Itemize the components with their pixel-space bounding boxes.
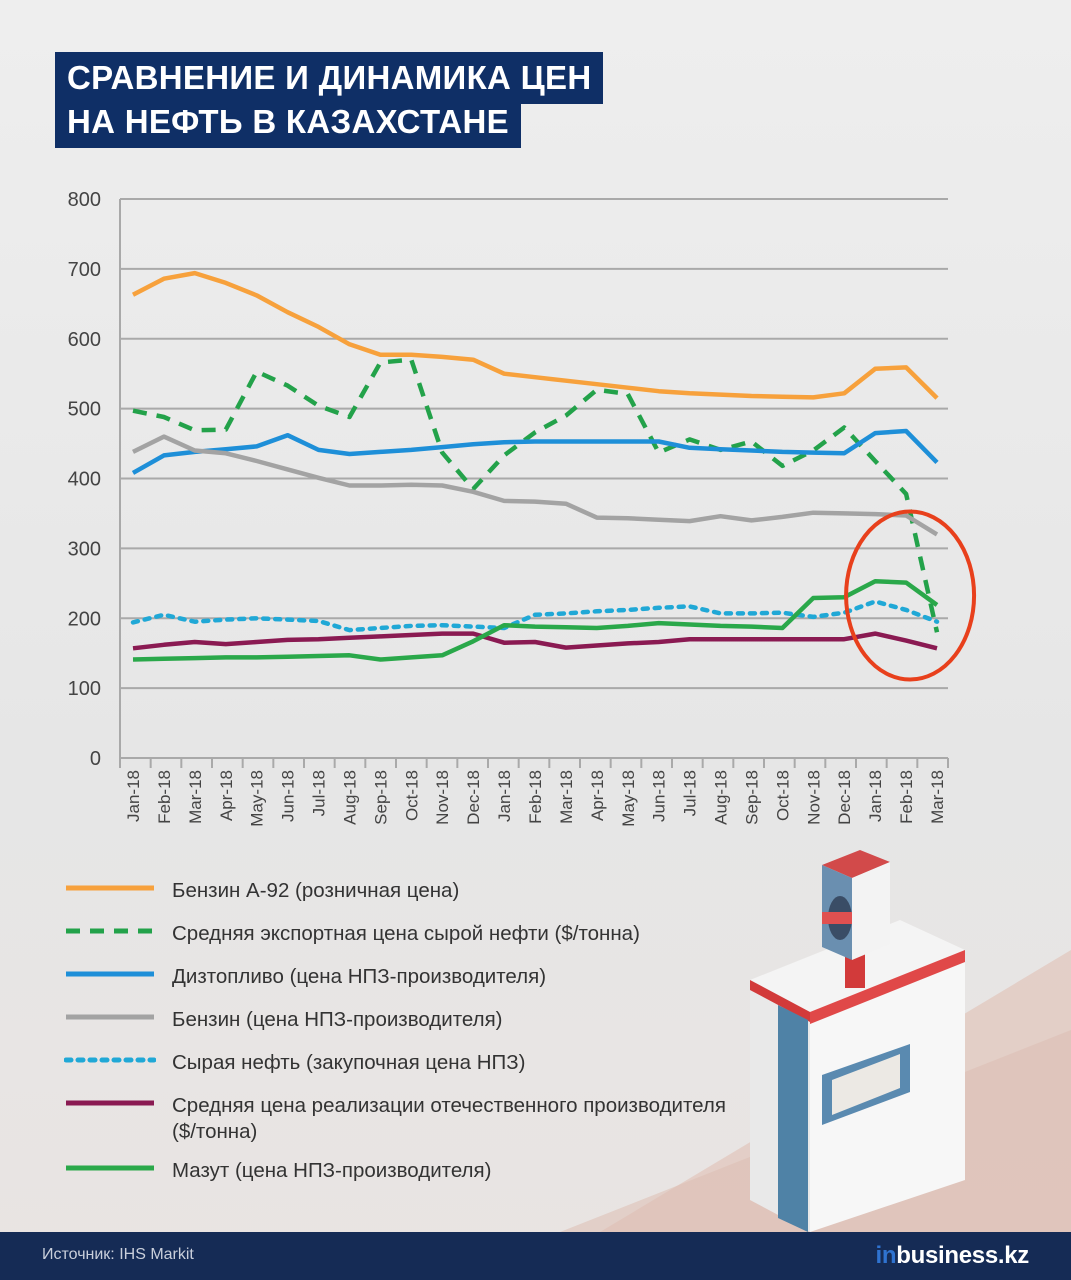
x-tick-label: Jul-18: [310, 770, 329, 816]
x-tick-label: Jul-18: [681, 770, 700, 816]
x-tick-label: Jan-18: [495, 770, 514, 822]
x-tick-label: Apr-18: [588, 770, 607, 821]
source-text: Источник: IHS Markit: [42, 1246, 194, 1263]
x-tick-label: Dec-18: [464, 770, 483, 825]
x-tick-label: Aug-18: [712, 770, 731, 825]
series-line: [131, 428, 939, 475]
legend-swatch: [66, 885, 154, 891]
legend-swatch: [66, 1100, 154, 1106]
x-tick-label: Mar-18: [557, 770, 576, 824]
legend-label: Дизтопливо (цена НПЗ-производителя): [172, 965, 547, 988]
x-tick-label: May-18: [619, 770, 638, 827]
legend-label: Средняя цена реализации отечественного п…: [172, 1094, 726, 1143]
x-tick-label: Nov-18: [804, 770, 823, 825]
x-tick-label: Jan-18: [124, 770, 143, 822]
legend-swatch: [66, 1014, 154, 1020]
y-tick-label: 400: [68, 469, 101, 491]
x-tick-label: Dec-18: [835, 770, 854, 825]
gas-station-illustration: [560, 850, 1071, 1232]
x-tick-label: Aug-18: [340, 770, 359, 825]
y-tick-labels: 0 100 200 300 400 500 600 700 800: [68, 189, 101, 770]
y-tick-label: 200: [68, 608, 101, 630]
site-logo[interactable]: inbusiness.kz: [876, 1242, 1030, 1270]
legend-item: Сырая нефть (закупочная цена НПЗ): [62, 1050, 762, 1080]
legend-label: Бензин (цена НПЗ-производителя): [172, 1008, 503, 1031]
legend-swatch: [66, 971, 154, 977]
x-tick-label: Apr-18: [217, 770, 236, 821]
series-line: [132, 434, 939, 537]
legend-item: Средняя экспортная цена сырой нефти ($/т…: [62, 921, 762, 951]
series-line: [130, 599, 940, 633]
legend-label: Мазут (цена НПЗ-производителя): [172, 1159, 492, 1182]
legend-item: Бензин А-92 (розничная цена): [62, 878, 762, 908]
y-tick-label: 600: [68, 329, 101, 351]
y-tick-label: 700: [68, 259, 101, 281]
x-tick-label: Nov-18: [433, 770, 452, 825]
legend-item: Дизтопливо (цена НПЗ-производителя): [62, 964, 762, 994]
x-tick-label: Jun-18: [650, 770, 669, 822]
x-tick-label: Feb-18: [526, 770, 545, 824]
legend-label: Бензин А-92 (розничная цена): [172, 879, 460, 902]
legend-item: Средняя цена реализации отечественного п…: [62, 1093, 762, 1145]
legend-item: Бензин (цена НПЗ-производителя): [62, 1007, 762, 1037]
x-tick-label: Mar-18: [186, 770, 205, 824]
legend-item: Мазут (цена НПЗ-производителя): [62, 1158, 762, 1188]
x-tick-label: Jan-18: [866, 770, 885, 822]
y-tick-label: 300: [68, 538, 101, 560]
x-tick-label: May-18: [248, 770, 267, 827]
series-line: [132, 578, 939, 662]
series-line: [132, 631, 938, 651]
line-chart: 0 100 200 300 400 500 600 700 800 Jan-18 Feb-18 Ma…: [68, 189, 977, 827]
x-tick-label: Sep-18: [742, 770, 761, 825]
x-tick-label: Oct-18: [402, 770, 421, 821]
highlight-ellipse: [844, 509, 977, 682]
legend-swatch: [64, 1057, 156, 1063]
y-tick-label: 500: [68, 399, 101, 421]
y-tick-label: 0: [90, 748, 101, 770]
legend-label: Сырая нефть (закупочная цена НПЗ): [172, 1051, 526, 1074]
chart-title-line-2: НА НЕФТЬ В КАЗАХСТАНЕ: [55, 96, 521, 148]
chart-title-line-1: СРАВНЕНИЕ И ДИНАМИКА ЦЕН: [55, 52, 604, 104]
y-tick-label: 100: [68, 678, 101, 700]
grid-lines: [119, 198, 949, 768]
x-tick-labels: Jan-18 Feb-18 Mar-18 Apr-18 May-18 Jun-18 Jul-…: [124, 770, 947, 827]
x-tick-label: Mar-18: [928, 770, 947, 824]
x-tick-label: Oct-18: [773, 770, 792, 821]
x-tick-label: Feb-18: [155, 770, 174, 824]
logo-prefix: in: [875, 1242, 897, 1269]
logo-main: business.kz: [896, 1242, 1029, 1269]
y-tick-label: 800: [68, 189, 101, 211]
footer-bar: Источник: IHS Markit inbusiness.kz: [0, 1232, 1071, 1280]
legend-label: Средняя экспортная цена сырой нефти ($/т…: [172, 922, 640, 945]
chart-legend: Бензин А-92 (розничная цена) Средняя экс…: [62, 878, 762, 1201]
legend-swatch: [66, 1165, 154, 1171]
legend-swatch: [66, 928, 154, 934]
x-tick-label: Sep-18: [371, 770, 390, 825]
series-line: [131, 270, 939, 400]
series-lines: [130, 270, 940, 662]
x-tick-label: Feb-18: [897, 770, 916, 824]
series-line: [132, 357, 940, 633]
x-tick-label: Jun-18: [279, 770, 298, 822]
